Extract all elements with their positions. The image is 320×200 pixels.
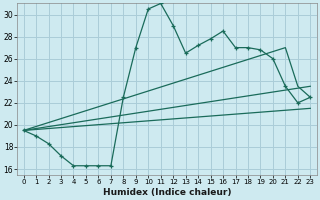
X-axis label: Humidex (Indice chaleur): Humidex (Indice chaleur) bbox=[103, 188, 231, 197]
